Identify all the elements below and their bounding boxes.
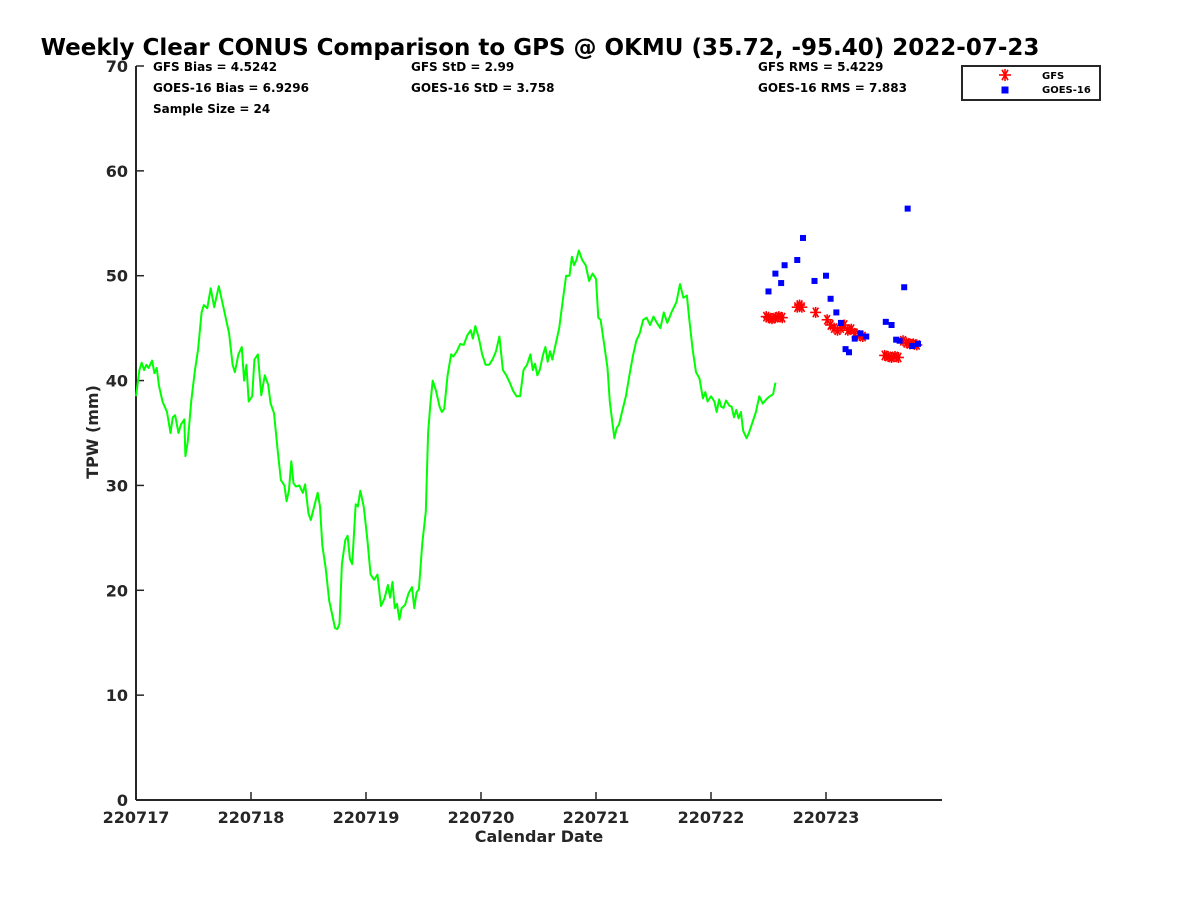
goes-point [851, 335, 858, 342]
x-axis-label: Calendar Date [475, 827, 604, 846]
y-tick-label: 40 [106, 372, 128, 391]
gfs-point [796, 301, 808, 313]
legend-gfs-asterisk [999, 69, 1011, 81]
goes-point [823, 272, 829, 279]
goes-point [781, 262, 788, 269]
gfs-point [892, 352, 904, 364]
goes-point [888, 321, 895, 328]
goes-point [863, 333, 870, 340]
legend-box [961, 65, 1101, 101]
stats-block: GFS Bias = 4.5242 GOES-16 Bias = 6.9296 … [153, 60, 907, 116]
stat-goes-std: GOES-16 StD = 3.758 [411, 81, 554, 95]
goes-point [896, 337, 903, 344]
x-tick-label: 220718 [218, 808, 285, 827]
gps-series-line [135, 249, 777, 631]
goes-point [800, 234, 806, 241]
goes-point [882, 318, 889, 325]
goes-point [794, 256, 801, 263]
stat-gfs-bias: GFS Bias = 4.5242 [153, 60, 277, 74]
stat-sample-size: Sample Size = 24 [153, 102, 270, 116]
y-ticks: 0 10 20 30 40 50 60 70 [106, 57, 144, 810]
gfs-point [776, 312, 788, 324]
stat-gfs-std: GFS StD = 2.99 [411, 60, 514, 74]
chart-title: Weekly Clear CONUS Comparison to GPS @ O… [41, 35, 1040, 61]
y-tick-label: 70 [106, 57, 128, 76]
goes-point [765, 288, 772, 295]
axes [135, 66, 942, 801]
stat-gfs-rms: GFS RMS = 5.4229 [758, 60, 883, 74]
x-tick-label: 220723 [793, 808, 860, 827]
y-tick-label: 50 [106, 267, 128, 286]
goes-point [837, 319, 844, 326]
legend-goes-marker [1001, 86, 1009, 94]
x-tick-label: 220719 [333, 808, 400, 827]
x-tick-label: 220717 [103, 808, 170, 827]
goes-point [842, 346, 849, 353]
goes-point [901, 284, 908, 291]
y-axis-label: TPW (mm) [83, 385, 102, 479]
gfs-point [810, 306, 822, 318]
goes-point [827, 295, 834, 302]
x-tick-label: 220722 [678, 808, 745, 827]
y-tick-label: 60 [106, 162, 128, 181]
goes-point [833, 309, 840, 316]
goes-point [904, 205, 911, 212]
legend: GFS GOES-16 [961, 65, 1101, 101]
legend-gfs-marker [999, 69, 1011, 81]
goes-point [893, 336, 900, 343]
y-tick-label: 0 [117, 791, 128, 810]
x-ticks: 220717 220718 220719 220720 220721 220722 2207… [103, 792, 860, 827]
y-tick-label: 30 [106, 476, 128, 495]
y-tick-label: 10 [106, 686, 128, 705]
legend-label-gfs: GFS [1042, 71, 1064, 82]
stat-goes-rms: GOES-16 RMS = 7.883 [758, 81, 907, 95]
legend-label-goes: GOES-16 [1042, 85, 1091, 96]
y-tick-label: 20 [106, 581, 128, 600]
goes-point [778, 280, 785, 287]
x-tick-label: 220720 [448, 808, 515, 827]
stat-goes-bias: GOES-16 Bias = 6.9296 [153, 81, 309, 95]
goes-point [909, 342, 916, 349]
goes-point [772, 270, 779, 277]
goes-point [811, 277, 818, 284]
goes-point [846, 349, 852, 356]
goes-point [915, 340, 921, 347]
goes-point [857, 330, 864, 337]
plot-area [135, 205, 923, 631]
x-tick-label: 220721 [563, 808, 630, 827]
